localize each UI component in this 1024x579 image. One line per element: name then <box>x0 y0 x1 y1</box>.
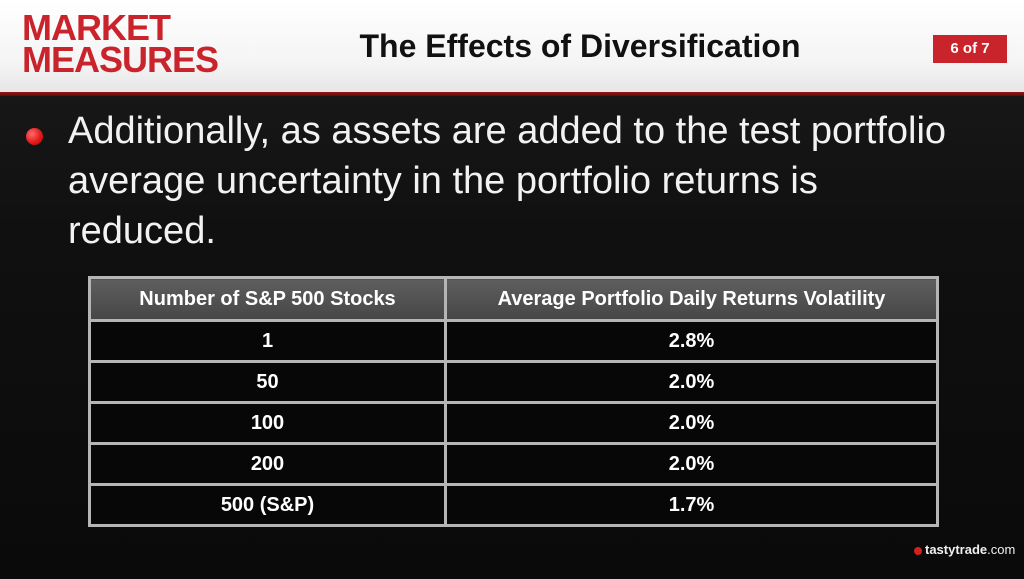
table-row: 50 2.0% <box>88 360 939 404</box>
red-bullet-icon <box>26 128 43 145</box>
cell-volatility: 1.7% <box>444 483 939 527</box>
header-bar: MARKET MEASURES The Effects of Diversifi… <box>0 0 1024 92</box>
cell-volatility: 2.0% <box>444 442 939 486</box>
column-header-volatility: Average Portfolio Daily Returns Volatili… <box>444 276 939 322</box>
table-header-row: Number of S&P 500 Stocks Average Portfol… <box>88 276 939 322</box>
cell-stock-count: 50 <box>88 360 447 404</box>
page-indicator-badge: 6 of 7 <box>933 35 1007 63</box>
slide-title: The Effects of Diversification <box>359 28 801 64</box>
header-divider <box>0 92 1024 96</box>
logo-line-2: MEASURES <box>22 39 219 80</box>
cell-stock-count: 500 (S&P) <box>88 483 447 527</box>
table-row: 500 (S&P) 1.7% <box>88 483 939 527</box>
cell-volatility: 2.8% <box>444 319 939 363</box>
cell-stock-count: 200 <box>88 442 447 486</box>
cell-volatility: 2.0% <box>444 360 939 404</box>
footer-brand: tastytrade <box>925 542 988 557</box>
table-row: 1 2.8% <box>88 319 939 363</box>
market-measures-logo: MARKET MEASURES <box>22 7 219 80</box>
table-row: 100 2.0% <box>88 401 939 445</box>
cell-volatility: 2.0% <box>444 401 939 445</box>
logo-line-1: MARKET <box>22 7 171 48</box>
volatility-table: Number of S&P 500 Stocks Average Portfol… <box>88 276 939 527</box>
cherry-icon <box>914 547 922 555</box>
footer-suffix: .com <box>987 542 1016 557</box>
cell-stock-count: 100 <box>88 401 447 445</box>
bullet-text: Additionally, as assets are added to the… <box>68 110 947 252</box>
table-row: 200 2.0% <box>88 442 939 486</box>
column-header-stocks: Number of S&P 500 Stocks <box>88 276 447 322</box>
cell-stock-count: 1 <box>88 319 447 363</box>
tastytrade-logo: tastytrade.com <box>914 542 1015 564</box>
